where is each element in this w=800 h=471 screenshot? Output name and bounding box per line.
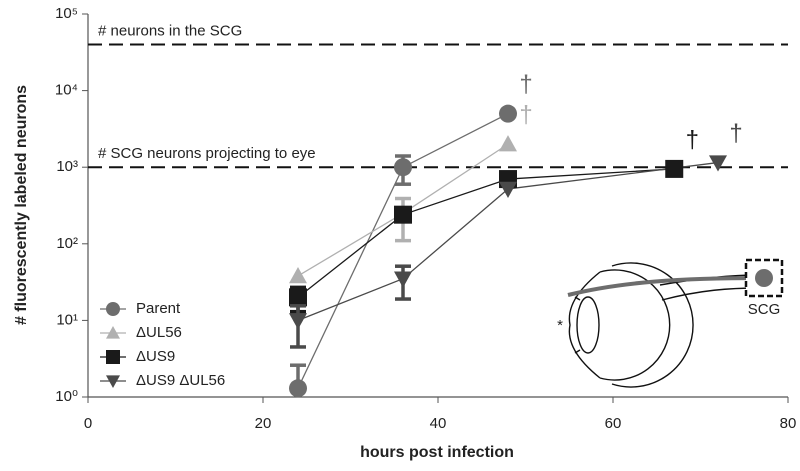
series-line [297,161,719,322]
y-tick-label: 10⁵ [55,5,78,22]
x-tick-label: 80 [780,415,797,432]
x-axis-title: hours post infection [360,444,514,461]
inset-marker: * [557,317,563,334]
marker [394,271,412,288]
lens [576,296,600,354]
iris [574,296,581,354]
marker [106,302,120,316]
reference-label: # neurons in the SCG [98,22,242,39]
eye-outline-outer [611,262,694,388]
end-label: † [686,126,699,153]
y-axis-title: # fluorescently labeled neurons [13,85,30,325]
marker [289,266,307,284]
cornea [568,271,601,379]
marker [499,135,517,152]
marker [289,379,307,398]
end-label: † [519,101,532,128]
legend-label: ΔUS9 ΔUL56 [136,372,225,389]
marker [106,326,120,339]
marker [499,181,517,198]
reference-label: # SCG neurons projecting to eye [98,145,316,162]
inset-label: SCG [748,301,781,318]
marker [394,158,412,177]
marker [106,350,120,364]
x-tick-label: 60 [605,415,622,432]
x-tick-label: 40 [430,415,447,432]
marker [709,155,727,172]
x-tick-label: 0 [84,415,92,432]
nerve-path [567,276,765,297]
eye-inset [567,258,784,388]
marker [394,205,412,224]
y-tick-label: 10² [56,235,78,252]
end-label: † [519,71,532,98]
end-label: † [729,120,742,147]
eye-outline [599,269,671,381]
legend-label: ΔUL56 [136,324,182,341]
marker [106,375,120,388]
scg-dot [755,269,773,287]
series-line [297,168,675,298]
marker [289,288,307,307]
marker [499,104,517,123]
y-tick-label: 10¹ [56,311,78,328]
legend-label: Parent [136,300,181,317]
y-tick-label: 10³ [56,158,78,175]
marker [665,159,684,178]
legend-label: ΔUS9 [136,348,175,365]
y-tick-label: 10⁰ [55,388,78,405]
marker [289,313,307,330]
x-tick-label: 20 [255,415,272,432]
y-tick-label: 10⁴ [55,82,78,99]
